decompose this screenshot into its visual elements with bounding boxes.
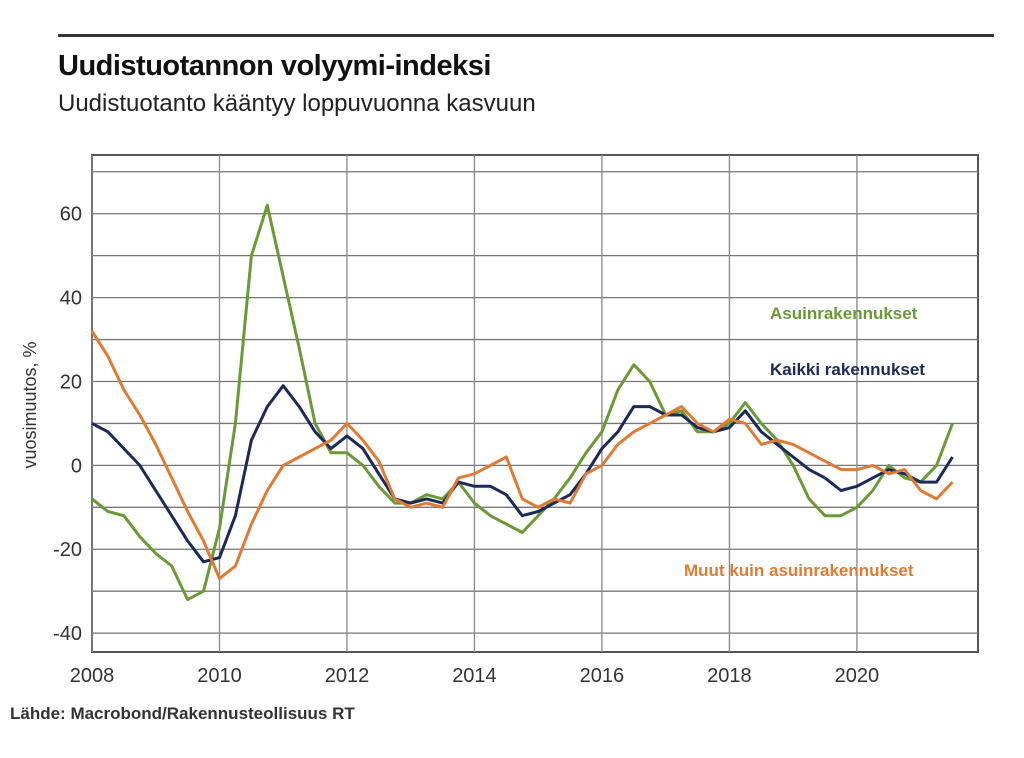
x-tick-label: 2012 (325, 665, 370, 687)
y-tick-label: 40 (60, 288, 82, 310)
chart-title: Uudistuotannon volyymi-indeksi (58, 50, 491, 82)
series-line-0 (91, 203, 954, 602)
y-axis-label: vuosimuutos, % (20, 341, 40, 468)
legend-kaikki-rakennukset: Kaikki rakennukset (770, 360, 925, 379)
y-tick-label: -40 (53, 623, 82, 645)
x-tick-label: 2010 (197, 665, 242, 687)
y-tick-label: 60 (60, 204, 82, 226)
series-line-1 (91, 384, 954, 564)
y-tick-label: -20 (53, 539, 82, 561)
x-tick-label: 2018 (707, 665, 752, 687)
source-note: Lähde: Macrobond/Rakennusteollisuus RT (10, 704, 355, 723)
series-line-2 (90, 330, 954, 581)
chart-subtitle: Uudistuotanto kääntyy loppuvuonna kasvuu… (58, 90, 536, 117)
x-tick-label: 2008 (70, 665, 115, 687)
legend-muut-kuin-asuinrakennukset: Muut kuin asuinrakennukset (684, 561, 914, 580)
x-tick-label: 2020 (835, 665, 880, 687)
x-tick-label: 2016 (580, 665, 625, 687)
y-tick-label: 0 (71, 455, 82, 477)
x-tick-label: 2014 (452, 665, 497, 687)
y-tick-label: 20 (60, 371, 82, 393)
top-rule (58, 34, 994, 37)
legend-asuinrakennukset: Asuinrakennukset (770, 304, 918, 323)
